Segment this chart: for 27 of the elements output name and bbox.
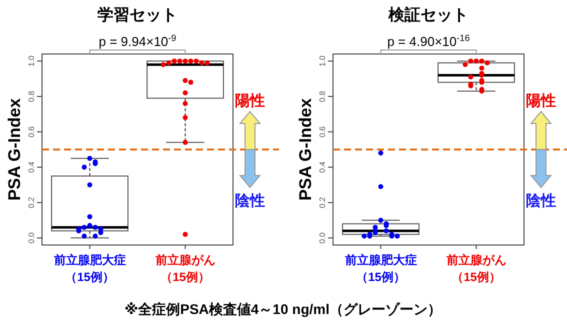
text: ※全症例PSA検査値4～10 ng/ml（グレーゾーン） [124,301,442,317]
y-tick-label: 0.6 [27,126,36,138]
y-axis-title: PSA G-Index [5,98,24,201]
y-tick-label: 0.2 [318,196,327,208]
y-tick-label: 0.0 [27,232,36,244]
x-tick-label: 前立腺がん（15例） [445,253,506,284]
text: p = 4.90×10$^{-16}$ [387,33,470,49]
text: 陰性 [526,192,556,210]
text: 陽性 [526,92,556,110]
y-tick-label: 0.2 [27,196,36,208]
x-tick-label: 前立腺肥大症（15例） [52,253,126,284]
y-tick-label: 0.4 [27,161,36,173]
y-tick-label: 0.8 [318,90,327,102]
text: 陰性 [235,192,265,210]
y-tick-label: 0.0 [318,232,327,244]
y-axis-title: PSA G-Index [296,98,315,201]
x-tick-label: 前立腺肥大症（15例） [344,253,417,284]
text: 陽性 [235,92,265,110]
chart-title: 学習セット [98,6,178,24]
y-tick-label: 0.4 [318,161,327,173]
y-tick-label: 1.0 [27,54,36,67]
y-tick-label: 0.6 [318,126,327,138]
y-tick-label: 1.0 [318,54,327,67]
chart-title: 検証セット [388,6,468,24]
y-tick-label: 0.8 [27,90,36,102]
x-tick-label: 前立腺がん（15例） [154,253,216,284]
text: p = 9.94×10$^{-9}$ [98,33,176,49]
